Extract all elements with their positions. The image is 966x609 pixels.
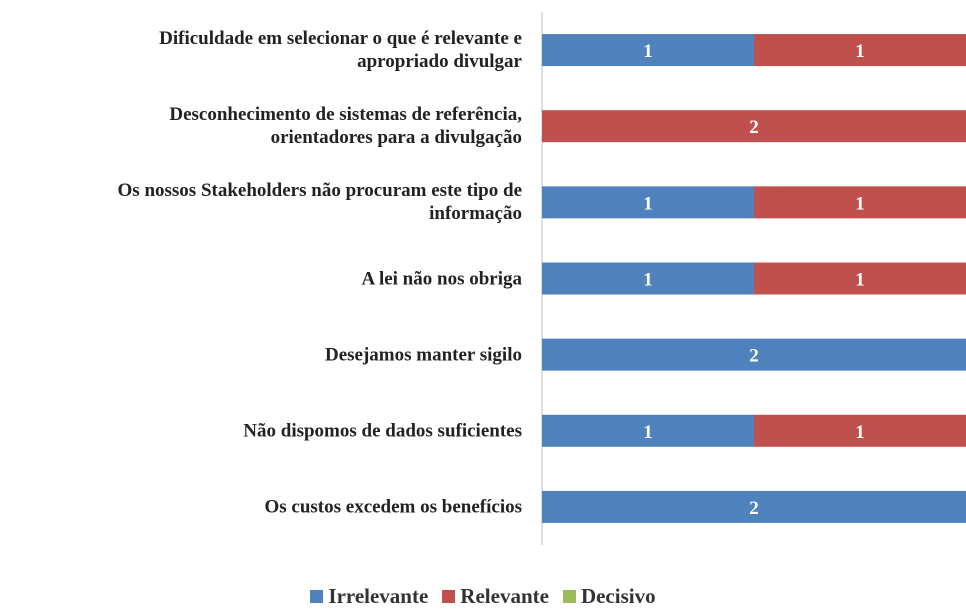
- category-label: Os nossos Stakeholders não procuram este…: [117, 180, 522, 225]
- bar-segment: [754, 414, 966, 447]
- category-label: Não dispomos de dados suficientes: [243, 420, 522, 442]
- category-label: Desejamos manter sigilo: [324, 344, 522, 366]
- bar-segment: [542, 338, 966, 371]
- bar-segment: [542, 110, 966, 143]
- bar-segment: [542, 490, 966, 523]
- data-label: 1: [855, 422, 865, 443]
- bar-segment: [754, 262, 966, 295]
- legend-item: Irrelevante: [310, 584, 428, 609]
- legend-item: Decisivo: [562, 583, 656, 609]
- bar-segment: [542, 414, 754, 447]
- legend-swatch: [310, 589, 324, 603]
- legend-swatch: [562, 589, 576, 603]
- category-label: Os custos excedem os benefícios: [264, 496, 522, 518]
- data-label: 1: [643, 422, 653, 443]
- bar-segment: [754, 186, 966, 219]
- data-label: 1: [855, 41, 865, 62]
- legend-label: Irrelevante: [328, 583, 429, 608]
- data-label: 1: [643, 41, 653, 62]
- bar-segment: [542, 262, 754, 295]
- legend-swatch: [442, 589, 456, 603]
- data-label: 1: [855, 193, 865, 214]
- category-label: A lei não nos obriga: [361, 268, 522, 289]
- legend-label: Relevante: [460, 583, 549, 608]
- bar-segment: [542, 34, 754, 67]
- data-label: 1: [643, 193, 653, 214]
- legend-label: Decisivo: [580, 583, 656, 608]
- data-label: 2: [749, 346, 759, 367]
- legend-item: Relevante: [442, 584, 549, 609]
- legend: Irrelevante Relevante Decisivo: [0, 584, 966, 608]
- bar-segment: [542, 186, 754, 219]
- bar-segment: [754, 34, 966, 67]
- data-label: 1: [643, 270, 653, 291]
- data-label: 2: [749, 498, 759, 519]
- data-label: 2: [749, 117, 759, 138]
- data-label: 1: [855, 270, 865, 291]
- category-label: Dificuldade em selecionar o que é releva…: [159, 28, 522, 73]
- category-label: Desconhecimento de sistemas de referênci…: [169, 104, 522, 149]
